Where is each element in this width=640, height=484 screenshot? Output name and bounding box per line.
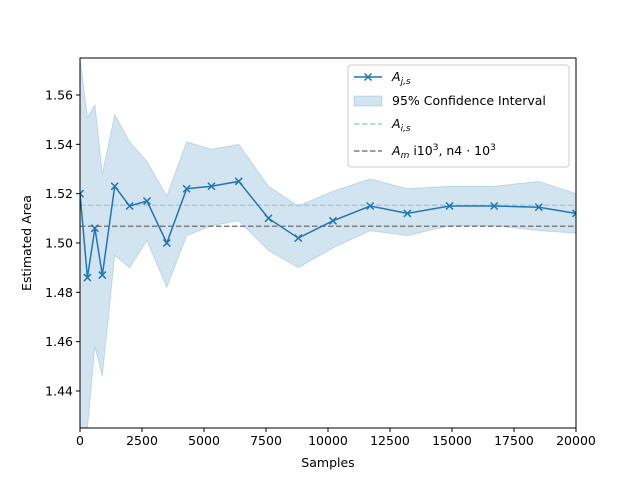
x-tick-label: 7500 [250, 433, 282, 448]
legend-label-a-is: Ai,s [391, 116, 411, 134]
data-point-marker [162, 238, 171, 248]
legend-patch-icon [353, 95, 383, 107]
legend-label-a-js: Aj,s [391, 69, 411, 87]
series-line-a-js [80, 180, 576, 278]
x-axis-ticks: 0 2500 5000 7500 10000 12500 15000 17500 20000 [76, 428, 596, 448]
data-point-marker [125, 201, 134, 211]
x-tick-label: 15000 [432, 433, 472, 448]
data-point-marker [328, 216, 337, 225]
y-axis-ticks: 1.44 1.46 1.48 1.50 1.52 1.54 1.56 [45, 88, 80, 399]
x-tick-label: 12500 [370, 433, 410, 448]
x-tick-label: 17500 [494, 433, 534, 448]
plot-area [80, 58, 576, 428]
x-axis-label: Samples [301, 455, 354, 470]
y-tick-label: 1.44 [45, 384, 73, 399]
data-point-marker [366, 201, 375, 211]
legend-entry-a-js: Aj,s [354, 69, 411, 87]
x-tick-label: 2500 [126, 433, 158, 448]
legend-label-a-m: Am i103, n4 · 103 [391, 143, 496, 161]
data-point-marker [264, 214, 273, 223]
data-point-marker [534, 203, 543, 212]
data-point-marker [90, 224, 99, 233]
legend-entry-ci: 95% Confidence Interval [353, 93, 546, 108]
y-tick-label: 1.54 [45, 137, 73, 152]
legend-entry-a-m: Am i103, n4 · 103 [354, 143, 496, 161]
data-point-marker [83, 273, 92, 282]
data-point-marker [80, 189, 85, 198]
y-tick-label: 1.46 [45, 334, 73, 349]
data-point-marker [98, 271, 107, 280]
data-point-marker [234, 177, 243, 186]
y-tick-label: 1.50 [45, 236, 73, 251]
legend-entry-a-is: Ai,s [354, 116, 411, 134]
data-point-marker [207, 182, 216, 191]
data-point-marker [571, 209, 576, 218]
data-point-marker [142, 197, 151, 206]
data-point-marker [110, 182, 119, 191]
y-axis-label: Estimated Area [19, 195, 34, 291]
y-tick-label: 1.56 [45, 88, 73, 103]
data-point-marker [294, 234, 303, 243]
data-point-marker [182, 184, 191, 193]
data-point-marker [490, 201, 499, 211]
y-tick-label: 1.52 [45, 186, 73, 201]
legend: Aj,s 95% Confidence Interval Ai,s Am i10… [347, 64, 570, 168]
data-point-marker [403, 209, 412, 218]
x-tick-label: 10000 [308, 433, 348, 448]
series-markers [80, 177, 576, 282]
x-tick-label: 0 [76, 433, 84, 448]
legend-label-ci: 95% Confidence Interval [392, 93, 546, 108]
data-point-marker [445, 201, 454, 211]
x-tick-label: 20000 [556, 433, 596, 448]
x-tick-label: 5000 [188, 433, 220, 448]
legend-box [347, 64, 570, 168]
confidence-interval-band [80, 58, 576, 428]
y-tick-label: 1.48 [45, 285, 73, 300]
legend-x-marker-icon [363, 72, 373, 82]
